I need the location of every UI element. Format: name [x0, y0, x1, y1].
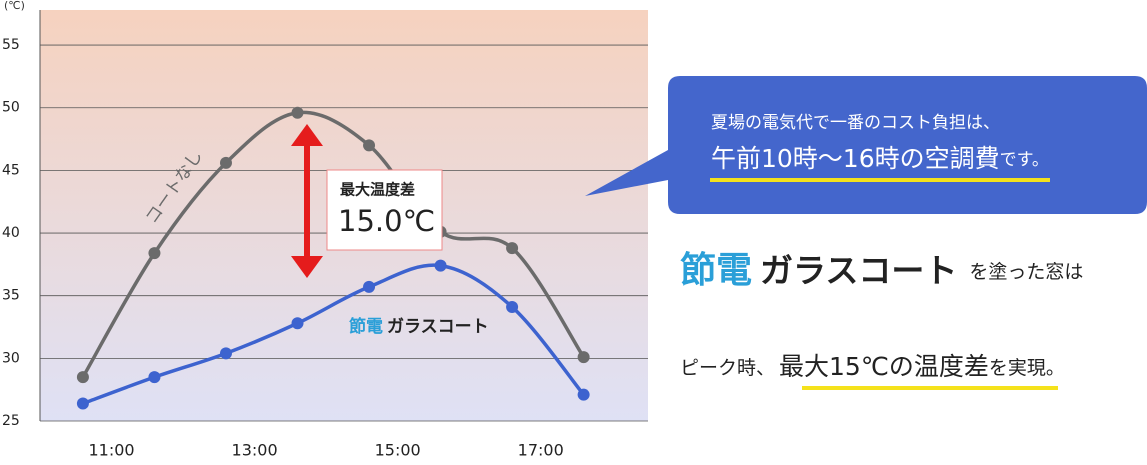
point — [506, 242, 519, 255]
point — [363, 280, 376, 293]
arrow-head — [291, 256, 323, 278]
point — [148, 371, 161, 384]
point — [76, 371, 89, 384]
y-unit: (℃) — [4, 0, 25, 12]
underline — [710, 178, 1050, 182]
tagline-emphasis: 最大15℃の温度差 — [779, 352, 989, 381]
arrow-head — [291, 124, 323, 146]
point — [291, 106, 304, 119]
point — [219, 156, 232, 169]
point — [363, 139, 376, 152]
tagline-rest: を実現。 — [989, 357, 1065, 379]
tagline-rest: を塗った窓は — [969, 260, 1083, 283]
point — [219, 347, 232, 360]
point — [148, 247, 161, 260]
x-tick-label: 15:00 — [375, 441, 421, 460]
diff-value: 15.0℃ — [338, 204, 435, 238]
y-tick-label: 50 — [2, 100, 20, 116]
point — [577, 351, 590, 364]
callout-emphasis: 午前10時〜16時の空調費 — [711, 144, 1000, 173]
y-tick-label: 35 — [2, 288, 20, 304]
diff-title: 最大温度差 — [340, 181, 415, 199]
point — [506, 300, 519, 313]
diff-box — [326, 169, 443, 251]
point — [76, 397, 89, 410]
tagline-line2: ピーク時、 最大15℃の温度差を実現。 — [680, 352, 1065, 381]
y-tick-label: 30 — [2, 350, 20, 366]
point — [434, 259, 447, 272]
tagline-product: ガラスコート — [760, 251, 957, 290]
callout-suffix: です。 — [1000, 150, 1049, 170]
tagline-line1: 節電 ガラスコート を塗った窓は — [680, 250, 1083, 291]
series-label-brand: 節電 — [348, 316, 383, 337]
y-tick-label: 25 — [2, 413, 20, 429]
tagline-brand: 節電 — [680, 250, 752, 291]
point — [577, 388, 590, 401]
x-tick-label: 11:00 — [88, 441, 134, 460]
y-tick-label: 45 — [2, 162, 20, 178]
x-tick-label: 13:00 — [232, 441, 278, 460]
series-label: 節電 ガラスコート — [348, 316, 489, 337]
series-label-product: ガラスコート — [387, 317, 489, 337]
x-tick-label: 17:00 — [518, 441, 564, 460]
tagline-lead: ピーク時、 — [680, 357, 775, 379]
y-tick-label: 55 — [2, 37, 20, 53]
callout-line2: 午前10時〜16時の空調費です。 — [711, 144, 1049, 173]
y-tick-label: 40 — [2, 225, 20, 241]
point — [291, 317, 304, 330]
callout-line1: 夏場の電気代で一番のコスト負担は、 — [711, 113, 1000, 133]
underline — [802, 386, 1058, 390]
